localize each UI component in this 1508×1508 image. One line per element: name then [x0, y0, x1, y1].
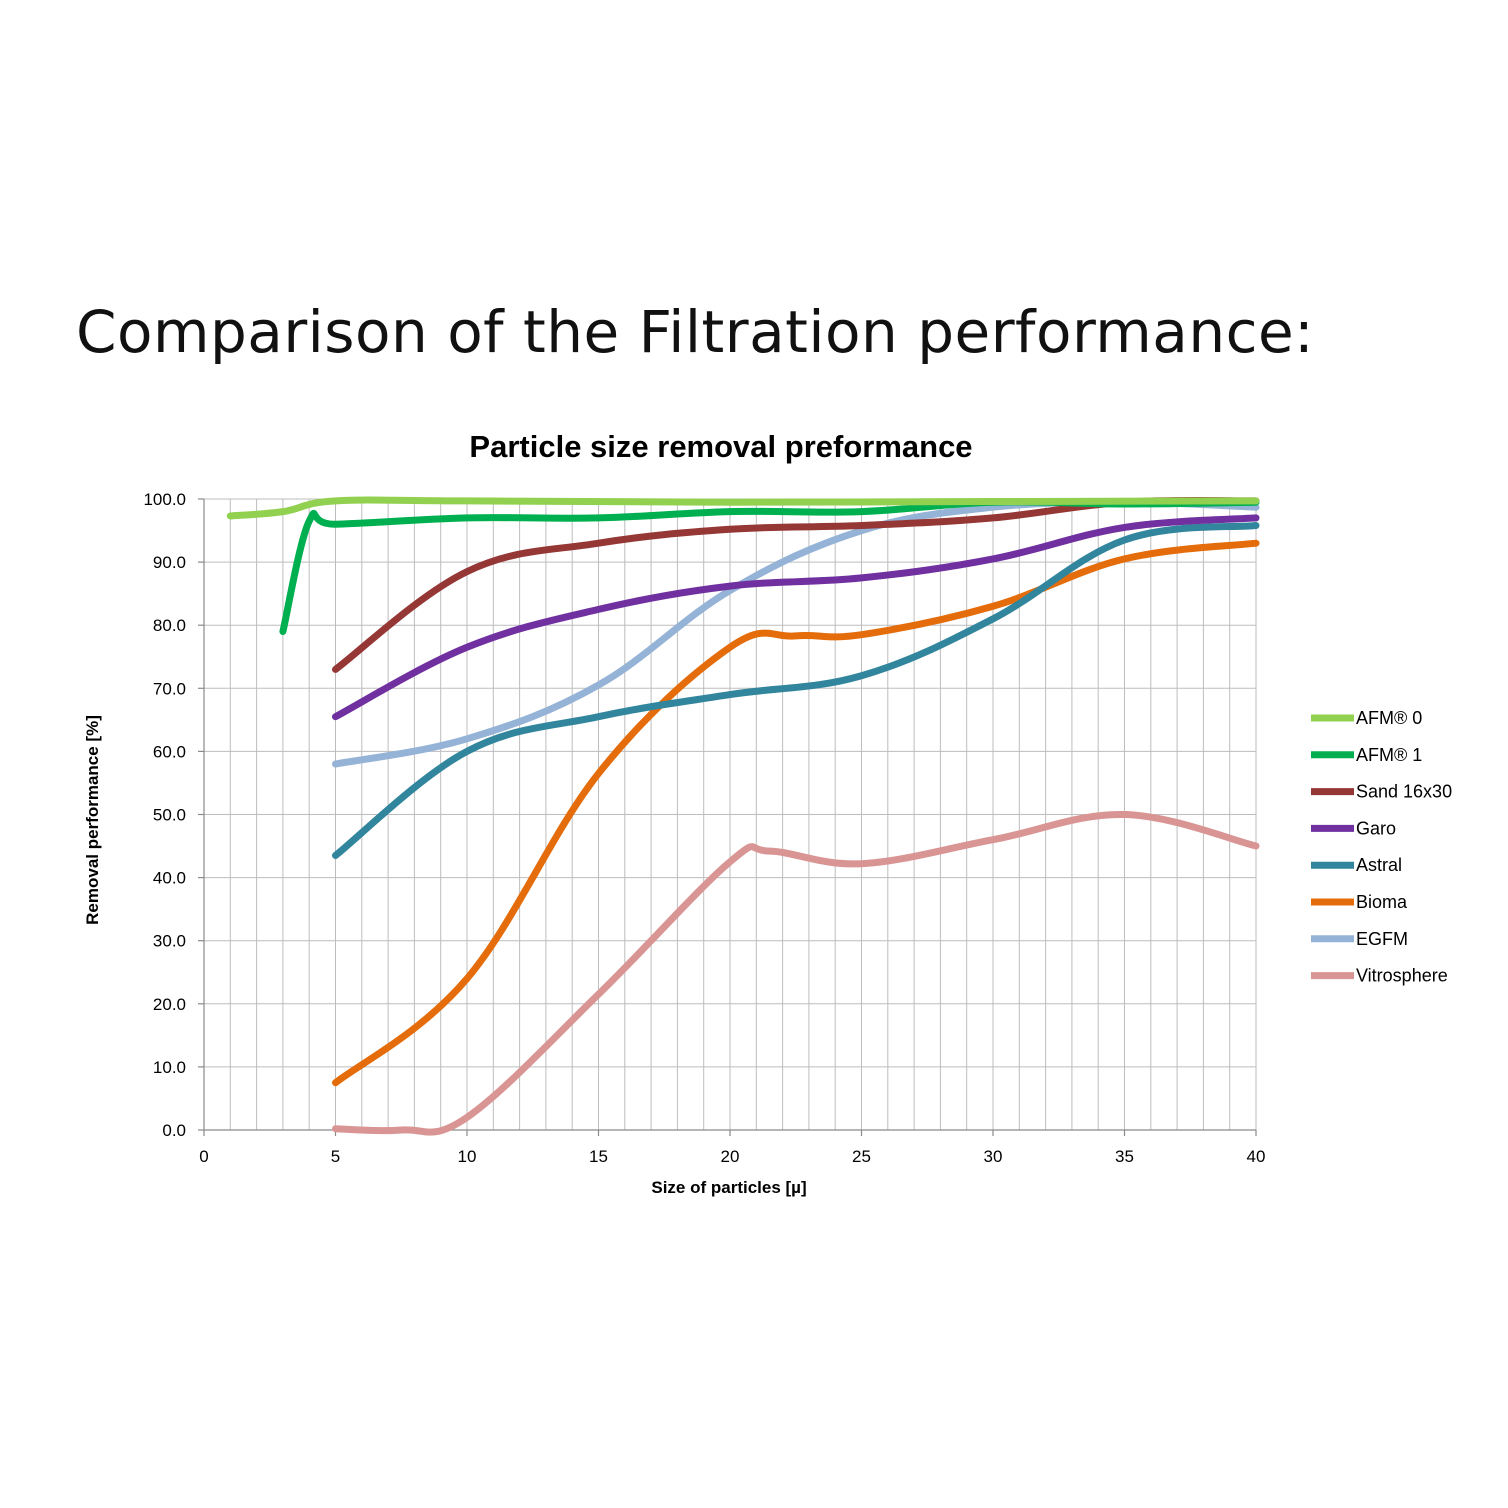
x-tick-label: 20 — [721, 1147, 740, 1166]
legend-label-bioma: Bioma — [1356, 892, 1408, 912]
series-line-vitrosphere — [332, 810, 1260, 1136]
grid — [204, 498, 1257, 1130]
slide-title: Comparison of the Filtration performance… — [76, 298, 1315, 366]
legend-label-afm-1: AFM® 1 — [1356, 745, 1422, 765]
y-tick-label: 90.0 — [153, 553, 186, 572]
legend-label-egfm: EGFM — [1356, 929, 1408, 949]
y-tick-label: 100.0 — [143, 490, 186, 509]
x-tick-label: 35 — [1115, 1147, 1134, 1166]
legend-label-afm-0: AFM® 0 — [1356, 708, 1422, 728]
legend-label-vitrosphere: Vitrosphere — [1356, 966, 1448, 986]
legend-label-sand-16x30: Sand 16x30 — [1356, 782, 1452, 802]
y-tick-label: 10.0 — [153, 1058, 186, 1077]
y-axis-label: Removal performance [%] — [83, 715, 102, 925]
legend-label-garo: Garo — [1356, 818, 1396, 838]
x-tick-label: 40 — [1247, 1147, 1266, 1166]
chart-title: Particle size removal preformance — [469, 429, 972, 464]
series-line-astral — [332, 522, 1260, 859]
x-axis-label: Size of particles [µ] — [651, 1178, 806, 1197]
x-tick-label: 15 — [589, 1147, 608, 1166]
axes: 0 5 10 15 20 25 30 35 40 0.0 10.0 20.0 30.0 40.0 50.0 6… — [143, 490, 1265, 1166]
series-line-afm-0 — [226, 496, 1260, 520]
x-tick-label: 5 — [331, 1147, 340, 1166]
series-lines — [226, 496, 1260, 1136]
series-line-garo — [332, 514, 1260, 721]
y-tick-label: 60.0 — [153, 742, 186, 761]
y-tick-label: 50.0 — [153, 806, 186, 825]
y-tick-label: 20.0 — [153, 995, 186, 1014]
x-tick-label: 10 — [458, 1147, 477, 1166]
legend-label-astral: Astral — [1356, 855, 1402, 875]
y-tick-label: 0.0 — [162, 1121, 186, 1140]
y-tick-label: 70.0 — [153, 679, 186, 698]
x-tick-label: 25 — [852, 1147, 871, 1166]
y-tick-label: 80.0 — [153, 616, 186, 635]
y-tick-label: 30.0 — [153, 932, 186, 951]
y-tick-label: 40.0 — [153, 869, 186, 888]
x-tick-label: 0 — [199, 1147, 208, 1166]
x-tick-label: 30 — [984, 1147, 1003, 1166]
series-line-bioma — [332, 539, 1260, 1087]
legend: AFM® 0 AFM® 1 Sand 16x30 Garo Astral Bioma EGF… — [1311, 708, 1452, 986]
